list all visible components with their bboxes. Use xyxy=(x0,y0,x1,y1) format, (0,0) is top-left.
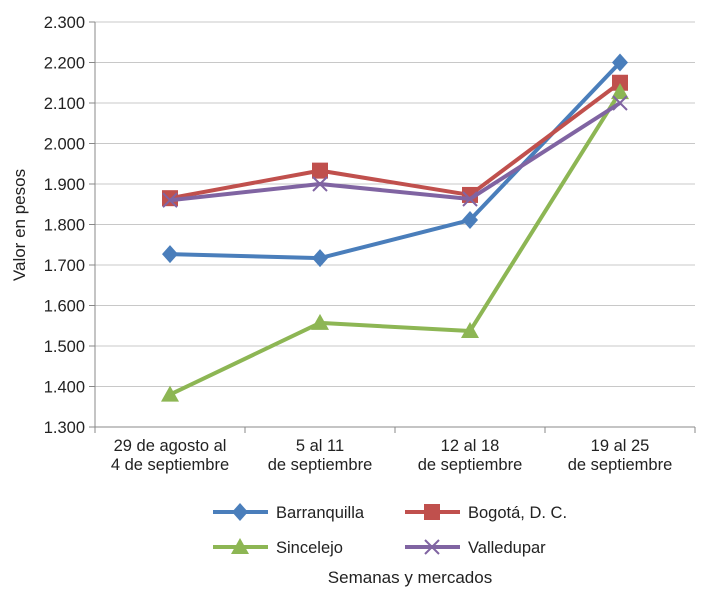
y-tick-label: 2.200 xyxy=(44,55,85,73)
axes xyxy=(89,21,696,433)
y-tick-label: 1.600 xyxy=(44,298,85,316)
series-line xyxy=(169,91,622,397)
y-tick-label: 1.400 xyxy=(44,379,85,397)
point-marker-x xyxy=(612,95,628,111)
point-marker-x xyxy=(424,539,440,555)
x-tick-label-line: 12 al 18 xyxy=(441,437,500,455)
series-barranquilla xyxy=(162,53,628,268)
series-valledupar xyxy=(162,95,628,208)
series-sincelejo xyxy=(161,83,629,402)
x-tick-label: 19 al 25 de septiembre xyxy=(568,437,673,474)
legend-label: Valledupar xyxy=(468,539,546,557)
point-marker-square xyxy=(312,162,328,179)
series-line xyxy=(169,61,622,261)
series-line xyxy=(169,81,622,201)
x-axis-label: Semanas y mercados xyxy=(328,568,492,587)
x-tick-label-line: de septiembre xyxy=(268,456,373,474)
point-marker-triangle xyxy=(311,313,329,330)
point-marker-diamond xyxy=(462,211,478,230)
point-marker-x xyxy=(462,191,478,207)
y-tick-labels: 1.300 1.400 1.500 1.600 1.700 1.800 1.900 2.000… xyxy=(44,14,85,437)
series-bogot-d-c xyxy=(162,74,628,207)
x-tick-label-line: 5 al 11 xyxy=(296,437,344,455)
y-tick-label: 2.100 xyxy=(44,95,85,113)
point-marker-diamond xyxy=(162,245,178,264)
point-marker-x xyxy=(162,192,178,208)
legend-label: Barranquilla xyxy=(276,504,365,522)
x-tick-label-line: 29 de agosto al xyxy=(114,437,227,455)
point-marker-diamond xyxy=(232,503,248,521)
x-tick-label-line: de septiembre xyxy=(418,456,523,474)
x-tick-label: 5 al 11 de septiembre xyxy=(268,437,373,474)
point-marker-triangle xyxy=(461,322,479,339)
y-tick-label: 1.300 xyxy=(44,419,85,437)
legend-item: Bogotá, D. C. xyxy=(405,504,567,522)
point-marker-x xyxy=(312,176,328,192)
point-marker-diamond xyxy=(312,249,328,268)
point-marker-square xyxy=(612,74,628,91)
x-tick-label: 12 al 18 de septiembre xyxy=(418,437,523,474)
x-tick-label-line: de septiembre xyxy=(568,456,673,474)
legend-label: Sincelejo xyxy=(276,539,343,557)
legend-item: Sincelejo xyxy=(213,538,343,557)
y-tick-label: 2.300 xyxy=(44,14,85,32)
series-group xyxy=(161,53,629,402)
point-marker-diamond xyxy=(612,53,628,72)
point-marker-triangle xyxy=(231,538,249,554)
y-tick-label: 1.900 xyxy=(44,176,85,194)
y-tick-label: 1.800 xyxy=(44,217,85,235)
series-line xyxy=(169,101,622,203)
point-marker-triangle xyxy=(611,83,629,100)
legend-item: Barranquilla xyxy=(213,503,365,522)
y-tick-label: 2.000 xyxy=(44,136,85,154)
legend: Barranquilla Bogotá, D. C. Sincelejo Valled… xyxy=(213,503,567,557)
x-tick-label-line: 19 al 25 xyxy=(591,437,650,455)
y-axis-label: Valor en pesos xyxy=(10,169,29,281)
point-marker-triangle xyxy=(161,385,179,402)
y-tick-label: 1.700 xyxy=(44,257,85,275)
legend-label: Bogotá, D. C. xyxy=(468,504,567,522)
x-tick-label-line: 4 de septiembre xyxy=(111,456,229,474)
y-tick-label: 1.500 xyxy=(44,338,85,356)
point-marker-square xyxy=(162,190,178,207)
point-marker-square xyxy=(424,504,440,520)
legend-item: Valledupar xyxy=(405,539,546,557)
x-tick-label: 29 de agosto al 4 de septiembre xyxy=(111,437,229,474)
